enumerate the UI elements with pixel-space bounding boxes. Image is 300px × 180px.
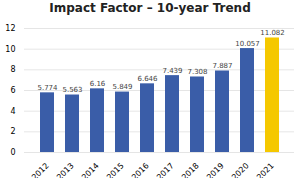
html-text:Impact Factor – 10-year Trend: Impact Factor – 10-year Trend: [49, 1, 251, 15]
svg-text:2: 2: [10, 127, 15, 136]
svg-text:2020: 2020: [230, 161, 251, 178]
svg-text:2015: 2015: [105, 161, 126, 178]
svg-text:2018: 2018: [180, 161, 201, 178]
svg-text:6: 6: [10, 86, 15, 95]
svg-text:2013: 2013: [55, 161, 76, 178]
svg-text:11.082: 11.082: [260, 29, 285, 37]
svg-text:10.057: 10.057: [235, 40, 260, 48]
svg-text:2012: 2012: [30, 161, 51, 178]
svg-text:5.774: 5.774: [37, 84, 58, 92]
svg-text:2017: 2017: [155, 161, 176, 178]
svg-text:2019: 2019: [205, 161, 226, 178]
svg-text:8: 8: [10, 65, 15, 74]
svg-text:6.646: 6.646: [137, 75, 158, 83]
svg-text:7.887: 7.887: [212, 62, 232, 70]
svg-text:0: 0: [10, 148, 15, 157]
svg-text:5.563: 5.563: [62, 86, 82, 94]
svg-text:7.439: 7.439: [162, 67, 182, 75]
svg-text:2021: 2021: [255, 161, 276, 178]
svg-text:2016: 2016: [130, 161, 151, 178]
svg-text:2014: 2014: [80, 161, 101, 178]
svg-text:4: 4: [10, 107, 15, 116]
svg-text:12: 12: [5, 24, 15, 33]
svg-text:6.16: 6.16: [90, 80, 106, 88]
svg-text:5.849: 5.849: [112, 83, 132, 91]
svg-text:7.308: 7.308: [187, 68, 207, 76]
svg-text:10: 10: [5, 45, 15, 54]
